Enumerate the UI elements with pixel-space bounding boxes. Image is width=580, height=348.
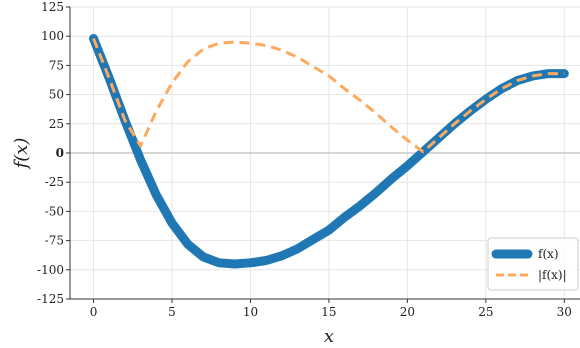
axis-ticks: 0 5 10 15 20 25 30 125 100 75 50 25 0 -25 -50 -75 -100 -1…: [37, 0, 572, 319]
y-tick-label: -125: [37, 292, 64, 306]
y-tick-label: 25: [49, 117, 64, 131]
y-tick-label: -75: [45, 234, 64, 248]
legend-label-abs-f: |f(x)|: [538, 268, 567, 282]
y-tick-label: -100: [37, 263, 64, 277]
y-tick-label: 100: [41, 29, 64, 43]
series-line-abs-f: [92, 37, 565, 154]
y-tick-label: -25: [45, 175, 64, 189]
series-layer: [89, 34, 569, 269]
x-tick-label: 5: [168, 305, 176, 319]
y-tick-label: -50: [45, 204, 64, 218]
y-tick-label: 50: [49, 88, 64, 102]
x-tick-label: 15: [321, 305, 336, 319]
legend-box: [487, 237, 579, 291]
x-tick-label: 30: [557, 305, 572, 319]
x-tick-label: 10: [243, 305, 258, 319]
y-tick-label: 0: [56, 146, 64, 160]
x-axis-label: x: [324, 326, 334, 347]
y-tick-label: 75: [49, 58, 64, 72]
legend-label-f: f(x): [538, 247, 559, 261]
y-axis-label: f(x): [11, 138, 32, 171]
legend: f(x) |f(x)|: [487, 237, 579, 291]
y-tick-label: 125: [41, 0, 64, 14]
x-tick-label: 20: [400, 305, 415, 319]
x-tick-label: 25: [478, 305, 493, 319]
x-tick-label: 0: [90, 305, 98, 319]
series-line-f: [89, 34, 569, 269]
